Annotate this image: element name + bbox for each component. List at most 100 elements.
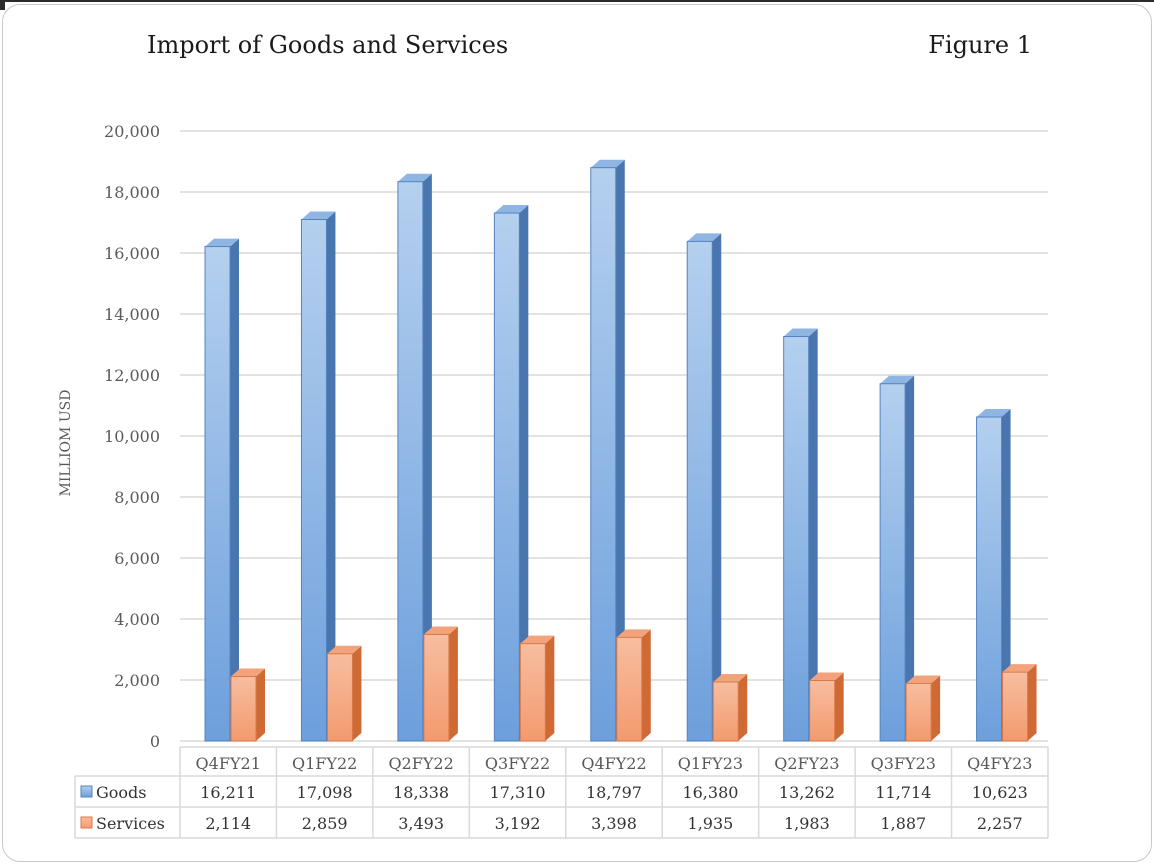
- data-label: 18,338: [393, 783, 449, 802]
- bar-top: [205, 238, 239, 247]
- y-tick-label: 20,000: [104, 122, 160, 141]
- bar-services-q1fy23: [712, 673, 748, 742]
- bar-front: [326, 653, 353, 742]
- bar-goods-q2fy23: [783, 328, 818, 742]
- data-label: 11,714: [875, 783, 931, 802]
- legend-label-goods: Goods: [96, 783, 147, 802]
- bar-services-q4fy23: [1002, 664, 1037, 742]
- bar-side: [230, 238, 239, 741]
- bar-services-q3fy23: [905, 675, 941, 742]
- data-label: 2,257: [977, 814, 1023, 833]
- bar-side: [448, 626, 458, 741]
- data-label: 18,797: [586, 783, 642, 802]
- bar-top: [423, 626, 458, 635]
- legend-key-goods: [80, 785, 93, 798]
- y-tick-label: 8,000: [114, 488, 160, 507]
- bar-side: [905, 375, 915, 741]
- bar-side: [352, 645, 362, 741]
- bar-goods-q1fy23: [686, 233, 722, 742]
- y-tick-label: 18,000: [104, 183, 160, 202]
- bar-services-q4fy22: [616, 629, 651, 742]
- y-tick-label: 10,000: [104, 427, 160, 446]
- bar-side: [834, 672, 844, 741]
- data-label: 3,493: [398, 814, 444, 833]
- x-tick-label: Q4FY22: [581, 754, 646, 773]
- bar-side: [641, 629, 651, 741]
- bar-services-q2fy22: [423, 626, 458, 742]
- y-tick-label: 12,000: [104, 366, 160, 385]
- bar-front: [397, 181, 424, 742]
- y-tick-label: 4,000: [114, 610, 160, 629]
- corner-mark: [0, 0, 5, 10]
- bar-top: [687, 233, 722, 242]
- bar-side: [1001, 408, 1011, 741]
- bar-top: [301, 211, 336, 220]
- bar-front: [493, 212, 520, 742]
- bar-front: [519, 643, 546, 742]
- bar-goods-q3fy22: [493, 205, 529, 742]
- bar-top: [713, 673, 748, 682]
- bar-top: [783, 328, 818, 337]
- bar-front: [423, 633, 450, 742]
- x-tick-label: Q2FY23: [774, 754, 839, 773]
- bar-top: [520, 635, 555, 644]
- x-tick-label: Q3FY23: [871, 754, 936, 773]
- bar-front: [1002, 671, 1029, 742]
- bar-top: [590, 159, 625, 168]
- bar-goods-q4fy21: [204, 238, 239, 742]
- bar-front: [809, 680, 836, 742]
- legend-label-services: Services: [96, 814, 165, 833]
- x-tick-label: Q1FY22: [292, 754, 357, 773]
- y-tick-label: 16,000: [104, 244, 160, 263]
- bar-side: [712, 233, 722, 741]
- bar-front: [230, 676, 257, 742]
- bar-front: [712, 681, 739, 742]
- data-label: 17,310: [490, 783, 546, 802]
- data-label: 13,262: [779, 783, 835, 802]
- data-label: 1,983: [784, 814, 830, 833]
- bar-front: [976, 416, 1003, 742]
- bar-side: [422, 173, 432, 742]
- bars: [204, 159, 1037, 742]
- x-tick-label: Q3FY22: [485, 754, 550, 773]
- bar-services-q4fy21: [230, 668, 265, 742]
- bar-goods-q3fy23: [879, 375, 915, 742]
- bar-front: [300, 219, 327, 742]
- bar-top: [809, 672, 844, 681]
- bar-side: [326, 211, 336, 742]
- y-tick-label: 2,000: [114, 671, 160, 690]
- figure-label: Figure 1: [928, 31, 1032, 59]
- bar-side: [931, 675, 941, 741]
- bar-services-q3fy22: [519, 635, 555, 742]
- bar-top: [906, 675, 941, 684]
- data-label: 3,192: [495, 814, 541, 833]
- data-table: Q4FY21 Q1FY22 Q2FY22 Q3FY22 Q4FY22 Q1FY23 Q2FY…: [74, 746, 1049, 839]
- bar-side: [256, 668, 265, 741]
- data-label: 1,887: [880, 814, 926, 833]
- bar-front: [879, 383, 906, 742]
- y-axis-label: MILLIOM USD: [58, 390, 74, 497]
- data-label: 2,859: [302, 814, 348, 833]
- bar-goods-q4fy23: [976, 408, 1011, 742]
- bar-top: [231, 668, 265, 677]
- bar-top: [880, 375, 915, 384]
- x-tick-label: Q1FY23: [678, 754, 743, 773]
- bar-goods-q2fy22: [397, 173, 432, 742]
- bar-side: [808, 328, 818, 741]
- bar-services-q1fy22: [326, 645, 362, 742]
- bar-side: [519, 205, 529, 742]
- data-label: 16,211: [200, 783, 256, 802]
- bar-side: [545, 635, 555, 741]
- chart-title: Import of Goods and Services: [147, 31, 509, 59]
- bar-front: [590, 167, 617, 742]
- bar-front: [616, 636, 643, 742]
- bar-front: [686, 240, 713, 742]
- top-rule: [0, 0, 1154, 2]
- x-tick-label: Q4FY23: [967, 754, 1032, 773]
- bar-top: [976, 408, 1011, 417]
- legend-key-services: [80, 816, 93, 829]
- data-label: 3,398: [591, 814, 637, 833]
- y-tick-label: 0: [150, 732, 160, 751]
- bar-top: [1002, 664, 1037, 673]
